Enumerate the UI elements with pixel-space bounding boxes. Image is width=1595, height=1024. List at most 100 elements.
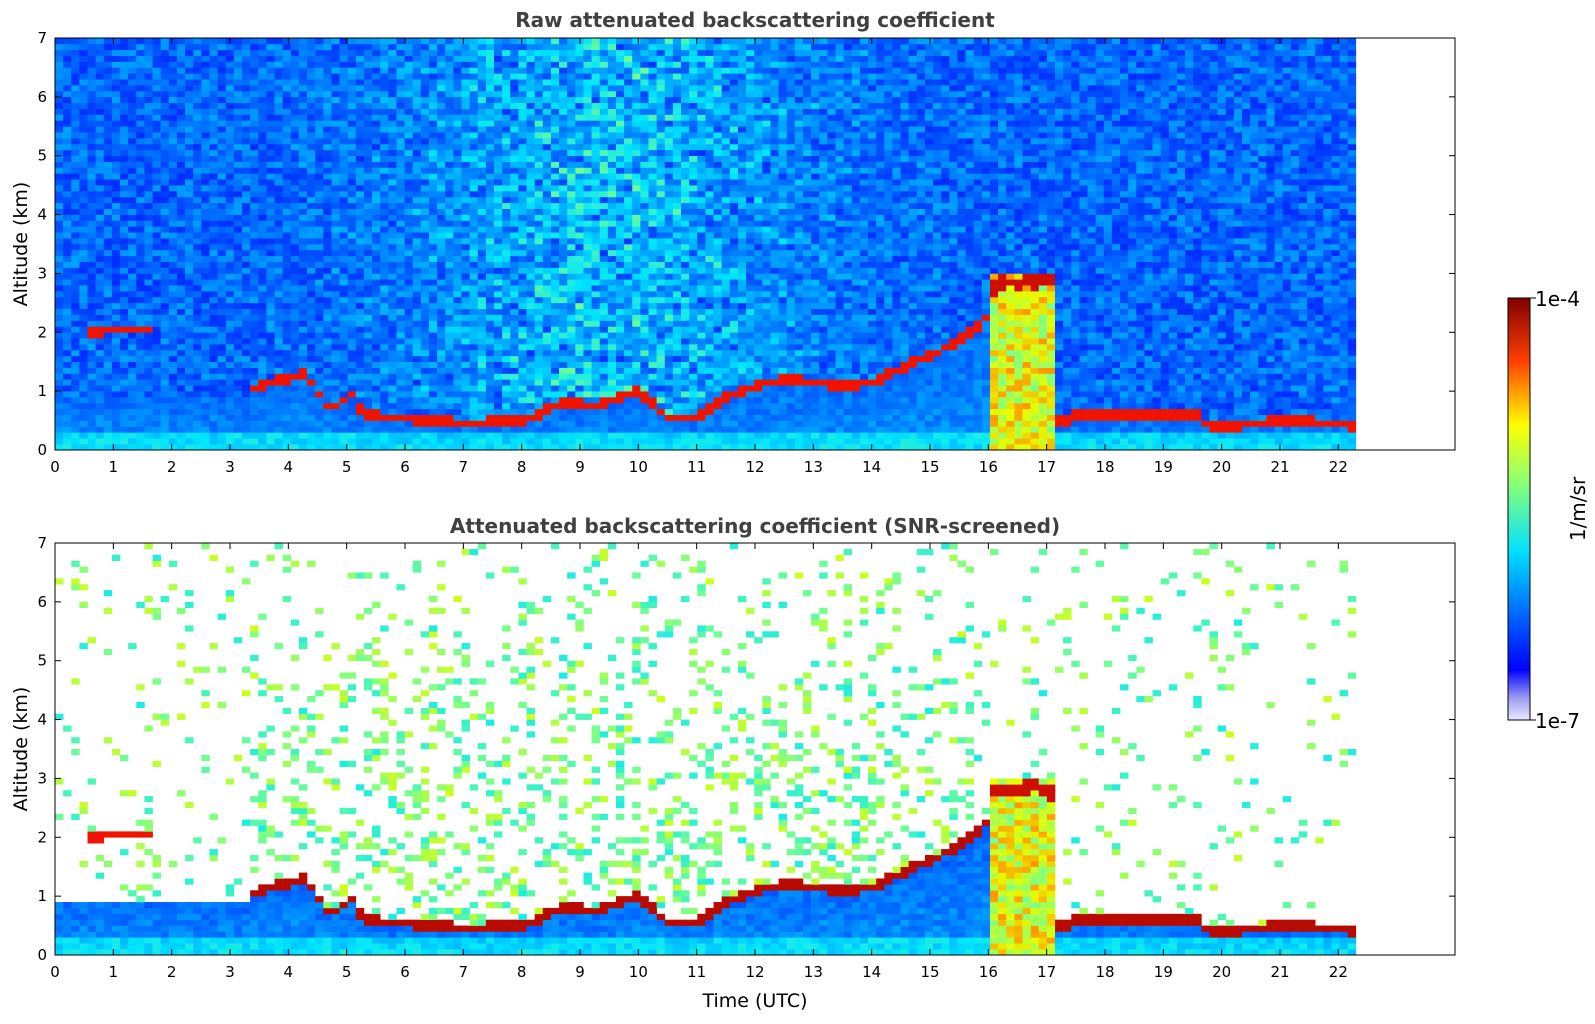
heatmap-cell (567, 285, 576, 292)
heatmap-cell (79, 179, 88, 186)
heatmap-cell (453, 143, 462, 151)
heatmap-cell (298, 244, 308, 251)
heatmap-cell (437, 308, 446, 315)
heatmap-cell (79, 114, 88, 121)
heatmap-cell (298, 214, 308, 221)
heatmap-cell (420, 249, 430, 257)
heatmap-cell (160, 438, 170, 445)
heatmap-cell (95, 332, 105, 339)
heatmap-cell (542, 226, 552, 233)
heatmap-cell (209, 138, 218, 145)
heatmap-cell (193, 444, 202, 450)
heatmap-cell (63, 161, 72, 168)
heatmap-cell (185, 85, 194, 92)
heatmap-cell (445, 279, 454, 286)
heatmap-cell (79, 414, 88, 421)
heatmap-cell (258, 61, 267, 68)
heatmap-cell (396, 379, 405, 386)
heatmap-cell (363, 426, 373, 433)
heatmap-cell (233, 367, 243, 374)
heatmap-cell (347, 149, 357, 157)
heatmap-cell (567, 196, 576, 204)
heatmap-cell (128, 196, 137, 204)
heatmap-cell (453, 55, 462, 62)
heatmap-cell (225, 255, 235, 262)
heatmap-cell (136, 261, 145, 268)
heatmap-cell (575, 279, 584, 286)
heatmap-cell (339, 308, 348, 315)
heatmap-cell (388, 397, 397, 404)
heatmap-cell (168, 214, 178, 221)
heatmap-cell (55, 279, 64, 286)
heatmap-cell (453, 296, 462, 304)
heatmap-cell (290, 273, 300, 280)
heatmap-cell (185, 126, 194, 133)
heatmap-cell (355, 202, 365, 209)
heatmap-cell (63, 355, 72, 363)
heatmap-cell (266, 232, 275, 239)
heatmap-cell (241, 320, 251, 327)
heatmap-cell (412, 385, 422, 392)
heatmap-cell (217, 108, 227, 115)
heatmap-cell (567, 314, 576, 321)
heatmap-cell (372, 132, 381, 139)
heatmap-cell (274, 361, 283, 368)
heatmap-cell (136, 397, 145, 404)
heatmap-cell (575, 73, 584, 80)
heatmap-cell (559, 320, 568, 327)
heatmap-cell (485, 338, 495, 345)
heatmap-cell (185, 149, 194, 157)
heatmap-cell (355, 96, 365, 104)
heatmap-cell (307, 285, 316, 292)
heatmap-cell (136, 291, 145, 298)
heatmap-cell (518, 426, 527, 433)
heatmap-cell (128, 344, 137, 351)
heatmap-cell (298, 143, 308, 151)
heatmap-cell (168, 244, 178, 251)
heatmap-cell (615, 355, 625, 363)
heatmap-cell (396, 61, 405, 68)
heatmap-cell (542, 397, 552, 404)
heatmap-cell (111, 114, 121, 121)
heatmap-cell (599, 90, 609, 98)
heatmap-cell (160, 185, 170, 192)
heatmap-cell (461, 49, 470, 56)
heatmap-cell (79, 149, 88, 157)
heatmap-cell (372, 185, 381, 192)
heatmap-cell (559, 314, 568, 321)
heatmap-cell (315, 402, 324, 410)
heatmap-cell (63, 185, 72, 192)
heatmap-cell (437, 273, 446, 280)
heatmap-cell (225, 79, 235, 86)
heatmap-cell (607, 179, 617, 186)
heatmap-cell (599, 191, 609, 198)
heatmap-cell (624, 379, 633, 386)
heatmap-cell (160, 90, 170, 98)
heatmap-cell (79, 143, 88, 151)
heatmap-cell (542, 67, 552, 74)
heatmap-cell (128, 414, 137, 421)
heatmap-cell (55, 179, 64, 186)
heatmap-cell (103, 267, 113, 274)
heatmap-cell (282, 167, 292, 174)
heatmap-cell (241, 214, 251, 221)
heatmap-cell (534, 402, 544, 410)
heatmap-cell (79, 391, 88, 398)
heatmap-cell (396, 90, 405, 98)
heatmap-cell (266, 385, 275, 392)
heatmap-cell (144, 173, 153, 180)
heatmap-cell (282, 61, 292, 68)
heatmap-cell (128, 114, 137, 121)
heatmap-cell (201, 161, 210, 168)
heatmap-cell (290, 38, 300, 45)
heatmap-cell (71, 408, 80, 415)
heatmap-cell (607, 261, 617, 268)
heatmap-cell (615, 67, 625, 74)
heatmap-cell (168, 73, 178, 80)
heatmap-cell (339, 196, 348, 204)
heatmap-cell (453, 167, 462, 174)
heatmap-cell (274, 432, 283, 439)
heatmap-cell (193, 326, 202, 333)
heatmap-cell (282, 391, 292, 398)
heatmap-cell (542, 191, 552, 198)
